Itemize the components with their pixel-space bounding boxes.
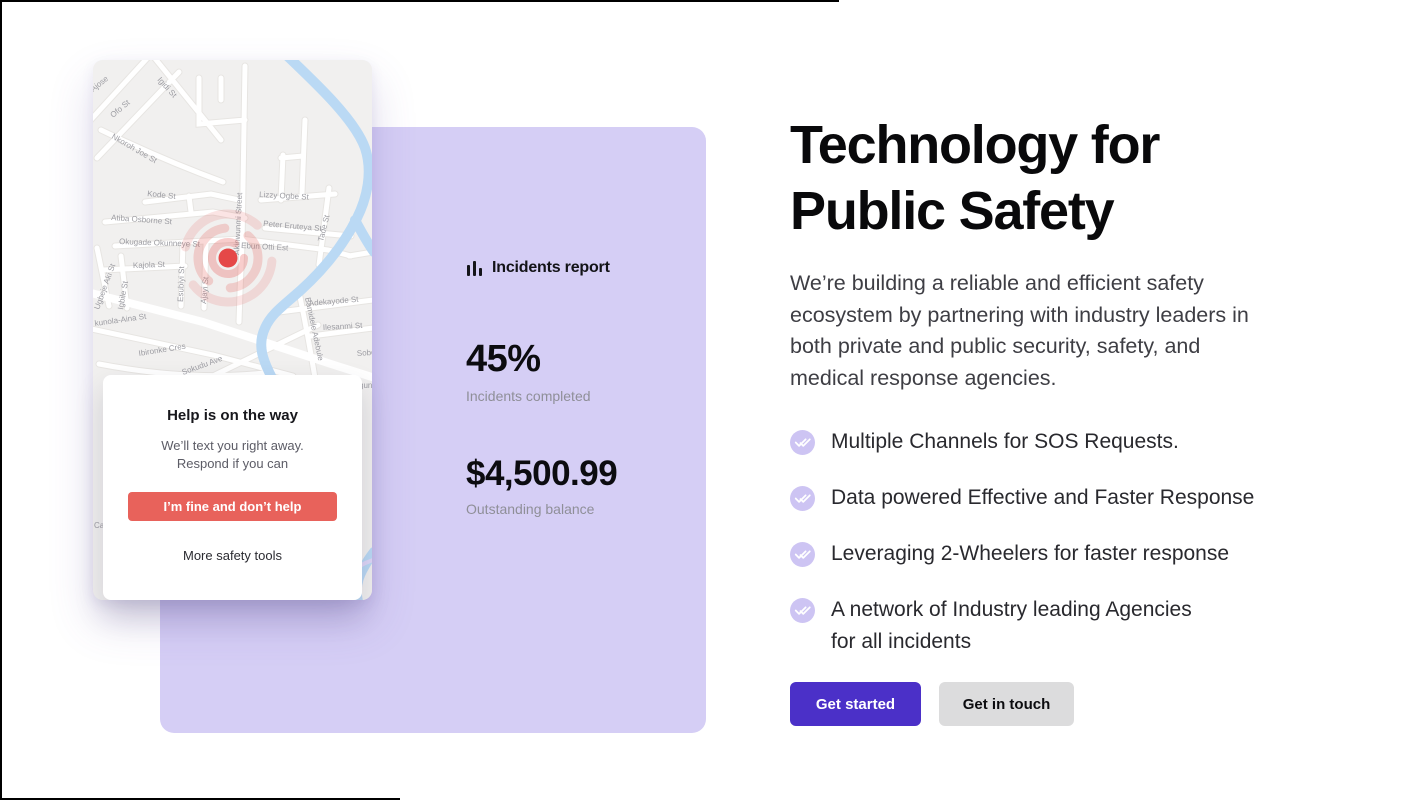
- street-label: Ajayi St: [199, 276, 210, 305]
- hero-paragraph: We’re building a reliable and efficient …: [790, 271, 1249, 390]
- checklist-item: Leveraging 2-Wheelers for faster respons…: [790, 538, 1370, 570]
- map-roads: [93, 60, 372, 408]
- dismiss-help-button[interactable]: I’m fine and don’t help: [128, 492, 337, 521]
- checklist-item: Multiple Channels for SOS Requests.: [790, 426, 1370, 458]
- street-label: Kajola St: [133, 260, 166, 270]
- street-label: Kode St: [147, 189, 177, 201]
- street-label: gunl: [359, 381, 372, 390]
- frame-edge-left: [0, 0, 2, 800]
- checklist-item-label: Leveraging 2-Wheelers for faster respons…: [831, 542, 1230, 565]
- page-title: Technology for Public Safety: [790, 115, 1160, 241]
- street-label: Akinwunmi Street: [232, 192, 244, 255]
- incidents-completed-value: 45%: [466, 338, 541, 380]
- outstanding-balance-value: $4,500.99: [466, 454, 618, 493]
- street-label: Atiba Osborne St: [111, 213, 173, 226]
- street-label: Lizzy Ogbe St: [259, 190, 310, 202]
- checklist-item-label: Data powered Effective and Faster Respon…: [831, 486, 1255, 509]
- incidents-report-header: Incidents report: [466, 258, 686, 278]
- help-alert-card: Help is on the way We’ll text you right …: [103, 375, 362, 600]
- alert-body: We’ll text you right away. Respond if yo…: [161, 438, 304, 471]
- incidents-report-title: Incidents report: [492, 259, 610, 276]
- frame-edge-bottom: [0, 798, 400, 800]
- get-started-button[interactable]: Get started: [790, 682, 921, 726]
- double-check-icon: [790, 486, 815, 511]
- feature-checklist: Multiple Channels for SOS Requests. Data…: [790, 426, 1370, 658]
- location-dot: [218, 248, 238, 268]
- checklist-item-label: A network of Industry leading Agencies f…: [831, 598, 1192, 653]
- street-label: Sobo: [357, 348, 372, 358]
- checklist-item: A network of Industry leading Agencies f…: [790, 594, 1370, 658]
- street-label: Okugade Okunneye St: [119, 237, 201, 249]
- map-main-avenue: [93, 289, 372, 382]
- hero-section: Technology for Public Safety We’re build…: [790, 112, 1370, 726]
- hero-buttons: Get started Get in touch: [790, 682, 1370, 726]
- checklist-item-label: Multiple Channels for SOS Requests.: [831, 430, 1179, 453]
- double-check-icon: [790, 598, 815, 623]
- alert-title: Help is on the way: [167, 407, 298, 424]
- double-check-icon: [790, 430, 815, 455]
- street-label: Esubiyi St: [176, 265, 186, 302]
- incidents-completed-label: Incidents completed: [466, 388, 591, 404]
- outstanding-balance-label: Outstanding balance: [466, 501, 595, 517]
- get-in-touch-button[interactable]: Get in touch: [939, 682, 1074, 726]
- bar-chart-icon: [467, 260, 482, 276]
- more-safety-tools-link[interactable]: More safety tools: [183, 548, 282, 563]
- street-label: Adekayode St: [308, 295, 359, 308]
- checklist-item: Data powered Effective and Faster Respon…: [790, 482, 1370, 514]
- street-label: Ilesanmi St: [323, 321, 364, 332]
- double-check-icon: [790, 542, 815, 567]
- frame-edge-top: [0, 0, 839, 2]
- incidents-report-stats: Incidents report 45% Incidents completed…: [466, 258, 686, 517]
- street-label: Ebun Otti Est: [241, 241, 289, 252]
- street-label: Cam: [94, 521, 111, 530]
- location-pulse-marker: [179, 209, 277, 307]
